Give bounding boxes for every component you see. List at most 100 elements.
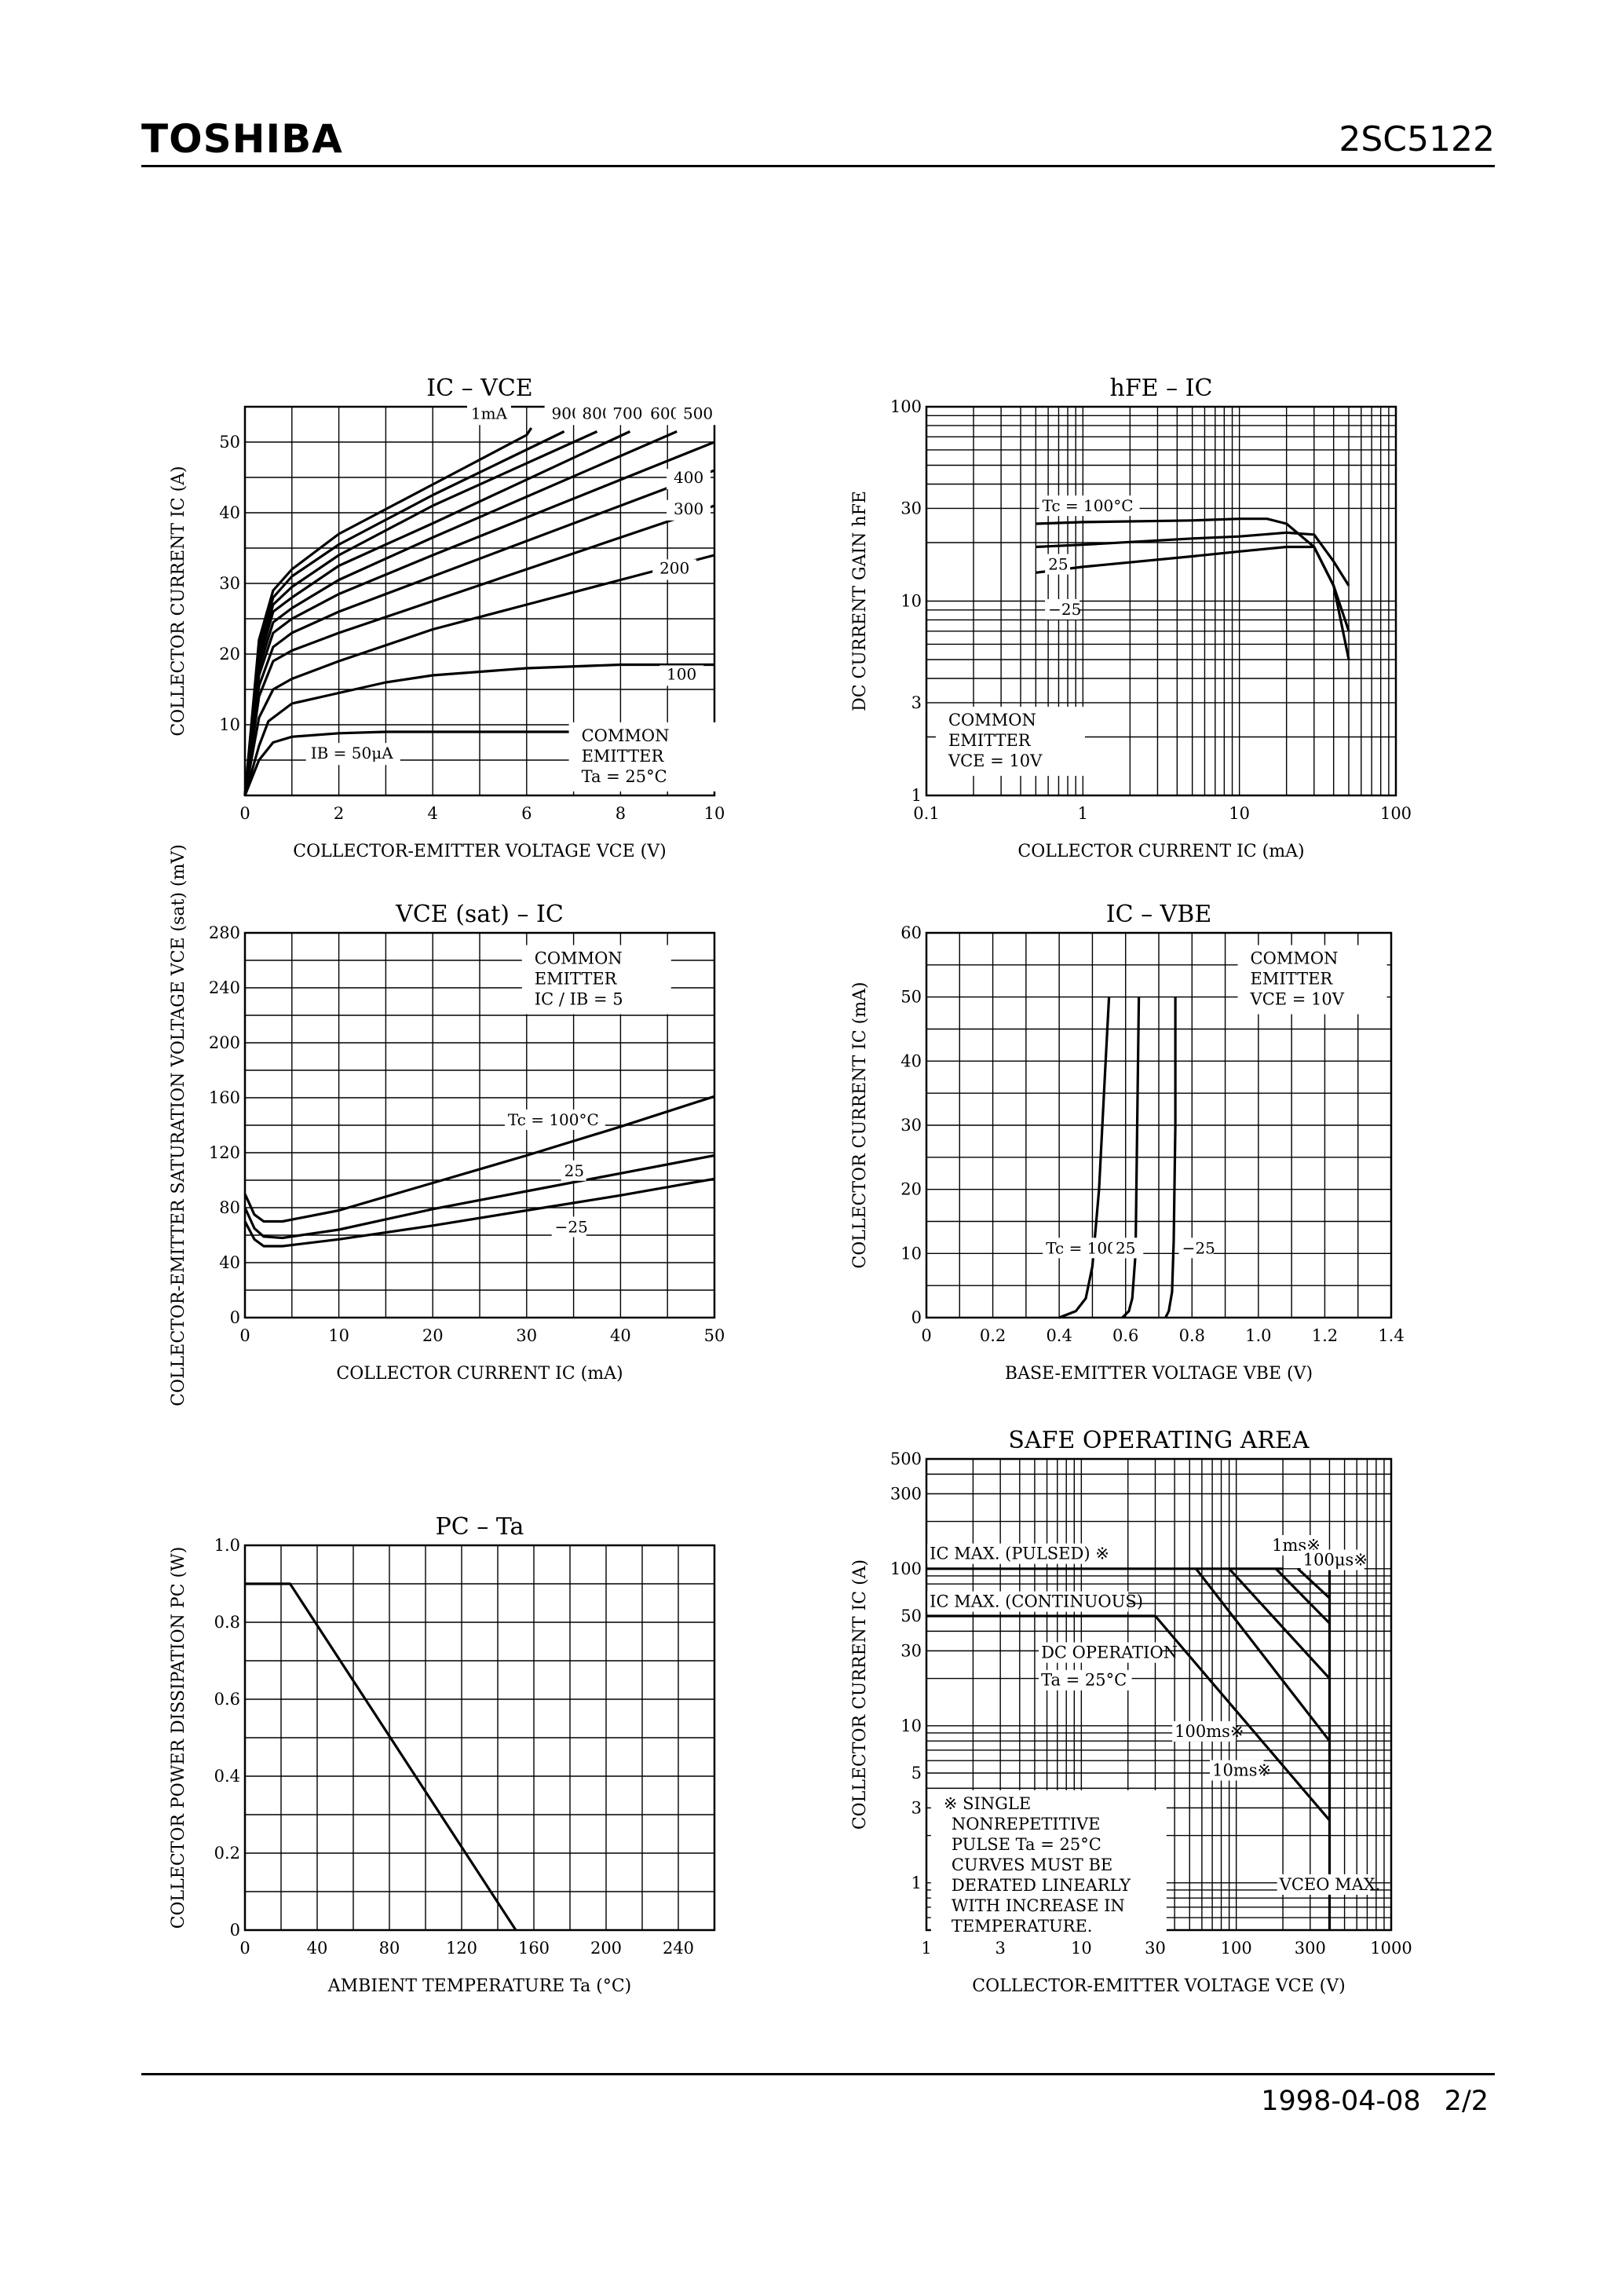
y-tick-label: 1: [911, 1874, 922, 1892]
y-tick-label: 30: [219, 574, 240, 593]
note-text: VCE = 10V: [1250, 990, 1345, 1009]
footer-date: 1998-04-08: [1261, 2086, 1421, 2117]
y-tick-label: 0: [911, 1308, 922, 1327]
soa-label-bg: [927, 1543, 1109, 1564]
plot-frame: [925, 931, 1393, 1319]
x-tick-label: 6: [521, 804, 532, 823]
chart-ic-vbe: IC – VBE 0 0.2 0.4 0.6 0.8 1.0 1.2 1.4 0 10 20 30 40 5…: [850, 901, 1405, 1384]
soa-label-bg: [1039, 1642, 1162, 1663]
note-text: WITH INCREASE IN: [952, 1896, 1125, 1915]
series-label-bg: [676, 404, 721, 426]
y-tick-label: 160: [209, 1088, 240, 1107]
series-label-bg: [305, 743, 400, 766]
x-axis-label: COLLECTOR CURRENT IC (mA): [1017, 842, 1304, 861]
soa-label: VCEO MAX.: [1279, 1875, 1381, 1894]
x-tick-label: 240: [663, 1939, 694, 1958]
series-line--25: [1036, 545, 1350, 660]
series-line-100: [243, 663, 714, 796]
soa-label: 100μs※: [1303, 1551, 1368, 1570]
soa-label: IC MAX. (CONTINUOUS): [930, 1592, 1143, 1611]
x-tick-label: 100: [1221, 1939, 1252, 1958]
y-tick-label: 3: [911, 693, 922, 712]
chart-vcesat-ic: VCE (sat) – IC 0 10 20 30 40 50 0 40 80 120 160 200 2…: [169, 844, 725, 1406]
x-tick-label: 200: [590, 1939, 622, 1958]
x-tick-label: 2: [334, 804, 344, 823]
y-tick-label: 0.6: [214, 1690, 240, 1709]
series-line-600: [243, 430, 678, 796]
x-tick-label: 0.2: [980, 1326, 1006, 1345]
x-tick-label: 120: [446, 1939, 477, 1958]
notes-bg: [930, 1790, 1167, 1941]
plot-frame: [243, 1544, 716, 1932]
series-line-700: [243, 430, 631, 796]
y-axis-label: COLLECTOR CURRENT IC (mA): [850, 982, 870, 1268]
series-label: Tc = 100°C: [508, 1110, 599, 1129]
note-text: VCE = 10V: [948, 751, 1043, 770]
series-label: 300: [674, 499, 703, 518]
x-tick-label: 0: [239, 1326, 250, 1345]
y-tick-label: 40: [901, 1051, 922, 1070]
series-line-800: [243, 430, 598, 796]
y-tick-label: 30: [901, 499, 922, 517]
x-tick-label: 10: [1071, 1939, 1092, 1958]
y-tick-label: 280: [209, 923, 240, 942]
note-text: CURVES MUST BE: [952, 1855, 1112, 1874]
x-axis-label: COLLECTOR-EMITTER VOLTAGE VCE (V): [293, 842, 667, 861]
note-text: NONREPETITIVE: [952, 1815, 1101, 1834]
x-tick-label: 0: [239, 804, 250, 823]
series-label-bg: [1039, 495, 1140, 517]
series-line-25: [1036, 531, 1350, 587]
note-text: DERATED LINEARLY: [952, 1876, 1131, 1895]
series-line-900: [243, 430, 565, 796]
y-tick-label: 50: [219, 433, 240, 452]
x-tick-label: 8: [616, 804, 626, 823]
series-label-bg: [551, 1216, 586, 1238]
y-tick-label: 40: [219, 1253, 240, 1272]
series-line-500: [243, 441, 715, 796]
series-label-bg: [1112, 1238, 1138, 1259]
y-axis-label: COLLECTOR CURRENT IC (A): [169, 466, 188, 736]
soa-label-bg: [927, 1591, 1129, 1612]
x-tick-label: 0: [239, 1939, 250, 1958]
y-tick-label: 100: [890, 397, 922, 416]
x-tick-label: 4: [428, 804, 438, 823]
note-text: IC / IB = 5: [535, 990, 623, 1009]
plot-frame: [925, 405, 1397, 797]
chart-title: VCE (sat) – IC: [395, 901, 564, 928]
chart-title: IC – VBE: [1106, 901, 1212, 928]
series-label: 600: [650, 404, 680, 422]
series-line-400: [243, 469, 715, 796]
series-line-300: [243, 504, 715, 796]
series-label-bg: [652, 559, 697, 580]
chart-ic-vce: IC – VCE 0 2 4 6 8 10 10 20 30 40 50 COLLECTOR-EMITT…: [169, 375, 725, 861]
x-axis-label: BASE-EMITTER VOLTAGE VBE (V): [1005, 1364, 1313, 1384]
series-label-bg: [1178, 1238, 1214, 1259]
x-tick-label: 20: [422, 1326, 444, 1345]
x-axis-label: AMBIENT TEMPERATURE Ta (°C): [327, 1976, 632, 1996]
x-tick-label: 10: [1229, 804, 1250, 823]
y-tick-label: 200: [209, 1033, 240, 1052]
soa-label: IC MAX. (PULSED) ※: [930, 1545, 1109, 1563]
y-tick-label: 0.4: [214, 1767, 240, 1786]
y-tick-label: 100: [890, 1559, 922, 1578]
series-label: −25: [555, 1218, 588, 1237]
notes-bg: [521, 945, 671, 1015]
series-label: 400: [674, 468, 703, 487]
y-tick-label: 0.2: [214, 1844, 240, 1863]
y-axis-label: COLLECTOR CURRENT IC (A): [850, 1559, 870, 1830]
footer-rule: [141, 2073, 1495, 2075]
series-label-bg: [667, 469, 711, 490]
y-tick-label: 20: [219, 645, 240, 664]
footer-page: 2/2: [1444, 2086, 1489, 2117]
series-line-200: [243, 554, 715, 796]
x-tick-label: 1: [921, 1939, 931, 1958]
series-label-bg: [667, 499, 711, 521]
y-tick-label: 60: [901, 923, 922, 942]
series-label-bg: [466, 404, 511, 426]
y-tick-label: 3: [911, 1798, 922, 1817]
series-line--25: [243, 1177, 715, 1248]
x-tick-label: 100: [1380, 804, 1412, 823]
soa-label: DC OPERATION: [1041, 1643, 1178, 1662]
toshiba-logo: TOSHIBA: [141, 116, 343, 162]
